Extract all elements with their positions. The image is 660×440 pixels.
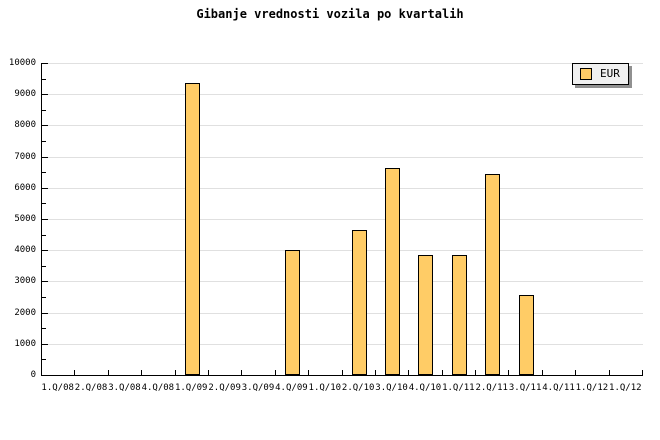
x-axis-tick <box>442 370 443 375</box>
x-axis-tick <box>208 370 209 375</box>
y-axis-minor-tick <box>42 359 46 361</box>
x-axis-tick <box>575 370 576 375</box>
x-axis-label: 4.Q/10 <box>408 383 442 393</box>
y-axis-minor-tick <box>42 141 46 142</box>
y-axis-minor-tick <box>42 265 46 267</box>
y-axis-minor-tick <box>42 328 46 330</box>
y-axis-label: 7000 <box>14 151 36 162</box>
x-axis-label: 2.Q/08 <box>74 383 108 393</box>
y-axis-tick <box>42 250 48 252</box>
x-axis-label: 2.Q/11 <box>475 383 508 393</box>
x-axis-tick <box>342 370 343 375</box>
y-axis-minor-tick <box>42 297 46 298</box>
bar <box>485 174 500 375</box>
bar <box>385 168 400 375</box>
y-axis-minor-tick <box>42 234 46 236</box>
gridline <box>42 281 643 283</box>
y-axis-label: 4000 <box>14 245 36 256</box>
x-axis-label: 3.Q/09 <box>241 383 275 393</box>
y-axis-tick <box>42 219 48 220</box>
y-axis-tick <box>42 156 48 158</box>
bar <box>452 255 467 375</box>
y-axis-label: 6000 <box>14 182 36 193</box>
y-axis-tick <box>42 63 48 64</box>
x-axis-tick <box>375 370 376 375</box>
x-axis-label: 1.Q/10 <box>308 383 342 393</box>
x-axis-tick <box>642 370 643 375</box>
chart-title: Gibanje vrednosti vozila po kvartalih <box>196 7 464 21</box>
x-axis-label: 4.Q/11 <box>542 383 575 393</box>
gridline <box>42 94 643 96</box>
bar <box>185 83 200 375</box>
y-axis-label: 5000 <box>14 214 36 224</box>
y-axis-label: 10000 <box>8 58 36 68</box>
y-axis-minor-tick <box>42 172 46 174</box>
x-axis-tick <box>408 370 409 375</box>
y-axis-tick <box>42 94 48 96</box>
y-axis-label: 1000 <box>14 338 36 349</box>
x-axis-label: 1.Q/09 <box>174 383 208 393</box>
gridline <box>42 219 643 220</box>
x-axis-label: 4.Q/08 <box>141 383 175 393</box>
bar <box>285 250 300 375</box>
x-axis-tick <box>108 370 109 375</box>
y-axis-label: 8000 <box>14 120 36 131</box>
x-axis-label: 3.Q/08 <box>108 383 141 393</box>
plot-area <box>41 63 643 376</box>
bar <box>418 255 433 375</box>
x-axis-tick <box>275 370 276 375</box>
x-axis-label: 1.Q/12 <box>609 383 642 393</box>
y-axis-label: 3000 <box>14 276 36 287</box>
legend-label: EUR <box>600 67 620 80</box>
gridline <box>42 63 643 64</box>
x-axis-label: 3.Q/10 <box>375 383 408 393</box>
x-axis-tick <box>308 370 309 375</box>
y-axis-minor-tick <box>42 203 46 205</box>
gridline <box>42 343 643 345</box>
x-axis-label: 3.Q/11 <box>508 383 542 393</box>
x-axis-tick <box>609 370 610 375</box>
y-axis-tick <box>42 281 48 283</box>
x-axis-tick <box>175 370 176 375</box>
x-axis-tick <box>542 370 543 375</box>
legend-swatch-icon <box>580 68 592 80</box>
x-axis-label: 4.Q/09 <box>275 383 308 393</box>
x-axis-tick <box>508 370 509 375</box>
x-axis-label: 2.Q/10 <box>341 383 375 393</box>
x-axis-label: 1.Q/12 <box>575 383 609 393</box>
y-axis-tick <box>42 125 48 127</box>
x-axis-tick <box>141 370 142 375</box>
y-axis-tick <box>42 187 48 189</box>
x-axis-label: 1.Q/08 <box>41 383 74 393</box>
x-axis-label: 2.Q/09 <box>208 383 241 393</box>
x-axis-tick <box>475 370 476 375</box>
bar <box>519 295 534 375</box>
gridline <box>42 125 643 127</box>
legend: EUR <box>572 63 629 85</box>
gridline <box>42 250 643 252</box>
gridline <box>42 312 643 314</box>
gridline <box>42 187 643 189</box>
y-axis-minor-tick <box>42 78 46 80</box>
y-axis-minor-tick <box>42 109 46 111</box>
y-axis-tick <box>42 312 48 314</box>
gridline <box>42 156 643 158</box>
x-axis-tick <box>241 370 242 375</box>
bar <box>352 230 367 375</box>
x-axis-tick <box>74 370 75 375</box>
y-axis-label: 0 <box>30 370 36 380</box>
y-axis-label: 2000 <box>14 307 36 318</box>
y-axis-label: 9000 <box>14 89 36 100</box>
x-axis-label: 1.Q/11 <box>442 383 475 393</box>
y-axis-tick <box>42 343 48 345</box>
